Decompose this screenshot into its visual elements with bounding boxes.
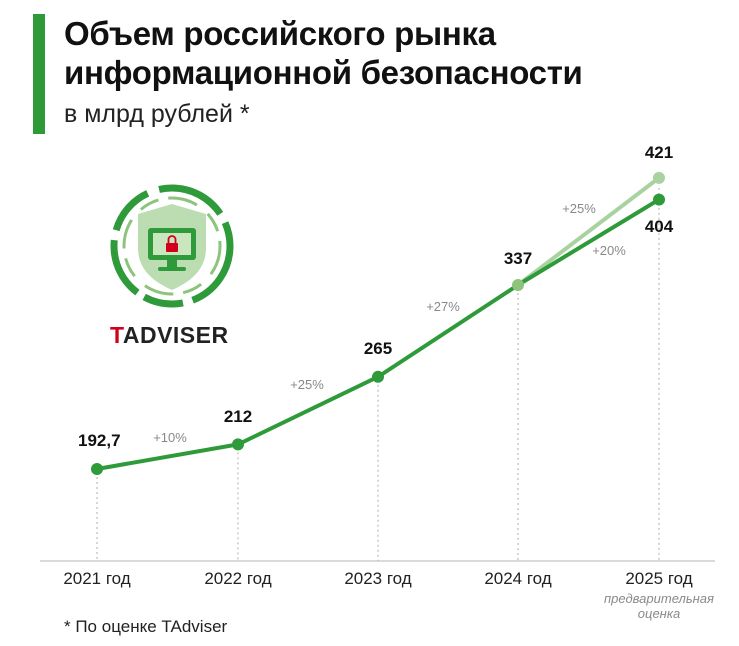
data-point xyxy=(512,279,524,291)
subtitle: в млрд рублей * xyxy=(64,100,250,128)
x-tick-label: 2024 год xyxy=(484,569,551,588)
page-title: Объем российского рынка информационной б… xyxy=(64,14,724,92)
shield-monitor-icon xyxy=(110,184,234,308)
data-point xyxy=(232,438,244,451)
x-tick-label: 2021 год xyxy=(63,569,130,588)
brand-name: TADVISER xyxy=(110,322,229,348)
growth-label: +25% xyxy=(290,377,324,392)
value-label: 192,7 xyxy=(78,431,121,450)
x-tick-label: 2022 год xyxy=(204,569,271,588)
data-point xyxy=(653,193,665,206)
x-tick-label: 2023 год xyxy=(344,569,411,588)
value-label-forecast-alt: 421 xyxy=(645,143,673,162)
data-point-forecast-alt xyxy=(653,171,665,184)
data-points xyxy=(91,171,665,475)
growth-label-forecast-alt: +25% xyxy=(562,201,596,216)
x-tick-label: 2025 год xyxy=(625,569,692,588)
accent-bar xyxy=(33,14,45,134)
x-axis-ticks: 2021 год 2022 год 2023 год 2024 год 2025 год… xyxy=(63,569,714,621)
category-note-line: предварительная xyxy=(604,591,714,606)
tadviser-logo xyxy=(108,182,236,310)
data-point xyxy=(91,463,103,475)
title-line-2: информационной безопасности xyxy=(64,54,583,91)
gridlines xyxy=(96,187,660,561)
title-line-1: Объем российского рынка xyxy=(64,15,496,52)
category-note-line: оценка xyxy=(638,606,680,621)
data-labels: 192,7 212 265 337 404 421 +10% +25% +27% +20% +25% xyxy=(78,143,674,450)
value-label: 212 xyxy=(224,407,252,426)
data-point xyxy=(372,370,384,383)
growth-label: +20% xyxy=(592,243,626,258)
value-label: 265 xyxy=(364,339,392,358)
growth-label: +10% xyxy=(153,430,187,445)
series-line-forecast-alt xyxy=(516,175,661,287)
growth-label: +27% xyxy=(426,299,460,314)
value-label: 337 xyxy=(504,249,532,268)
footnote: * По оценке TAdviser xyxy=(64,617,228,636)
value-label: 404 xyxy=(645,217,674,236)
